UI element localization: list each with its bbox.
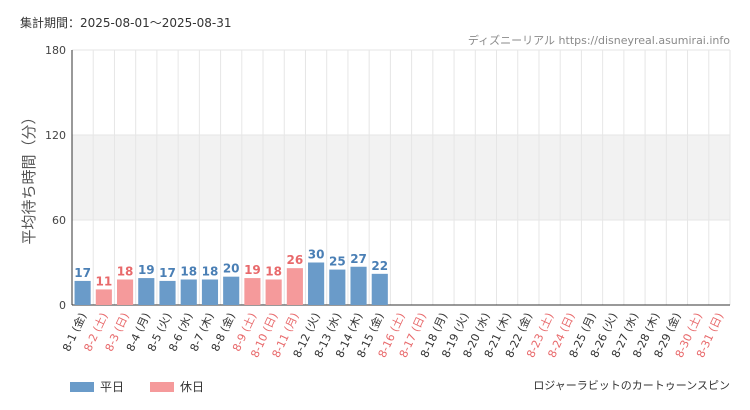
legend: 平日 休日 bbox=[70, 378, 204, 395]
bar bbox=[371, 273, 388, 305]
bar bbox=[95, 289, 112, 305]
data-label: 19 bbox=[138, 263, 155, 277]
bar bbox=[201, 279, 219, 305]
y-tick-label: 60 bbox=[52, 214, 66, 227]
data-label: 18 bbox=[180, 265, 197, 279]
bar bbox=[286, 268, 303, 305]
y-tick-label: 180 bbox=[45, 44, 66, 57]
legend-item-weekday: 平日 bbox=[70, 378, 124, 395]
y-band bbox=[72, 135, 730, 220]
data-label: 22 bbox=[371, 259, 388, 273]
bar bbox=[159, 280, 176, 305]
legend-label-holiday: 休日 bbox=[180, 380, 205, 394]
bar bbox=[350, 266, 367, 305]
source-credit[interactable]: ディズニーリアル https://disneyreal.asumirai.inf… bbox=[467, 34, 730, 47]
legend-swatch-weekday bbox=[70, 381, 94, 392]
data-label: 17 bbox=[74, 266, 91, 280]
data-label: 19 bbox=[244, 263, 261, 277]
legend-label-weekday: 平日 bbox=[100, 380, 125, 394]
data-label: 18 bbox=[117, 265, 134, 279]
data-label: 11 bbox=[95, 274, 112, 288]
data-label: 20 bbox=[223, 262, 240, 276]
attraction-name: ロジャーラビットのカートゥーンスピン bbox=[533, 379, 730, 392]
data-label: 25 bbox=[329, 255, 346, 269]
y-tick-label: 120 bbox=[45, 129, 66, 142]
bar bbox=[180, 279, 197, 305]
legend-item-holiday: 休日 bbox=[150, 378, 204, 395]
y-tick-label: 0 bbox=[59, 299, 66, 312]
data-label: 17 bbox=[159, 266, 176, 280]
legend-swatch-holiday bbox=[150, 381, 175, 392]
bar bbox=[223, 276, 240, 305]
bar-layer bbox=[74, 262, 388, 305]
data-label: 26 bbox=[287, 253, 304, 267]
data-label: 27 bbox=[350, 252, 367, 266]
label-layer: 17 11 18 19 17 18 18 20 19 18 26 30 25 27 22 bbox=[74, 248, 388, 289]
bar bbox=[244, 278, 261, 305]
grid-layer bbox=[71, 49, 731, 306]
bar bbox=[329, 269, 346, 305]
data-label: 18 bbox=[202, 265, 219, 279]
bar bbox=[265, 279, 282, 305]
bar bbox=[138, 278, 155, 305]
data-label: 18 bbox=[265, 265, 282, 279]
period-label: 集計期間：2025-08-01〜2025-08-31 bbox=[20, 16, 232, 30]
bar bbox=[308, 262, 325, 305]
bar bbox=[116, 279, 134, 305]
bar bbox=[74, 280, 91, 305]
y-axis-label: 平均待ち時間（分） bbox=[20, 109, 38, 244]
data-label: 30 bbox=[308, 248, 325, 262]
